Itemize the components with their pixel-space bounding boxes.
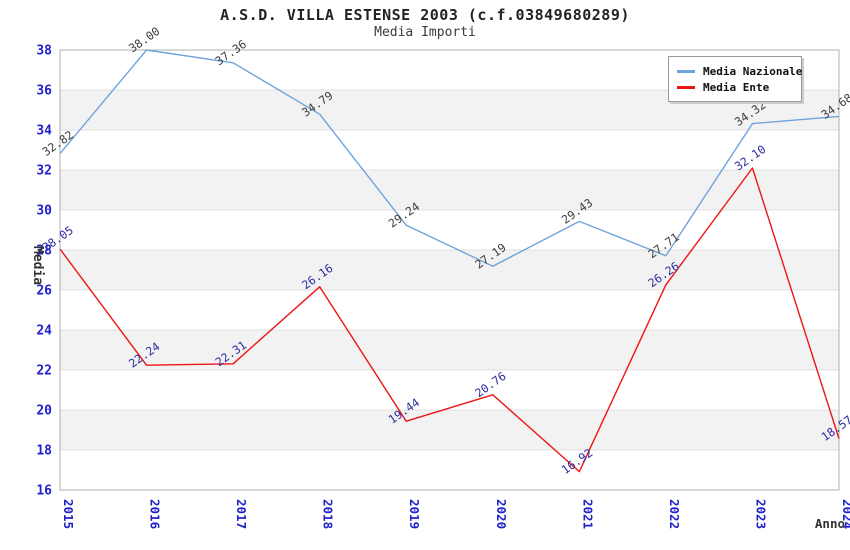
legend-entry[interactable]: Media Nazionale [677,63,802,79]
x-tick-label: 2020 [494,499,509,529]
x-tick-label: 2022 [667,499,682,529]
y-tick-label: 20 [36,404,52,419]
y-tick-label: 36 [36,84,52,99]
legend-entry[interactable]: Media Ente [677,79,793,95]
legend-label: Media Nazionale [703,64,803,78]
legend-label: Media Ente [703,80,770,94]
grid-band [60,170,839,210]
series-line-ente[interactable] [59,167,840,473]
y-tick-label: 32 [36,164,52,179]
value-label: 38.00 [126,24,162,55]
y-tick-label: 30 [36,204,52,219]
value-label: 37.36 [213,37,249,68]
x-tick-label: 2015 [61,499,76,529]
y-tick-label: 28 [36,244,52,259]
grid-band [60,330,839,370]
x-tick-label: 2016 [148,499,163,529]
y-tick-label: 38 [36,44,52,59]
x-tick-label: 2024 [840,499,850,529]
x-tick-label: 2023 [753,499,768,529]
grid-band [60,250,839,290]
plot-border [59,49,840,491]
chart-legend: Media Nazionale Media Ente [668,56,802,102]
series-line-nazionale[interactable] [59,49,840,267]
legend-line-swatch-icon [677,69,695,73]
grid-band [60,410,839,450]
x-tick-label: 2021 [580,499,595,529]
chart-subtitle: Media Importi [374,25,476,40]
y-tick-label: 34 [36,124,52,139]
x-axis-label: Anno [815,516,845,531]
y-tick-label: 22 [36,364,52,379]
chart-title: A.S.D. VILLA ESTENSE 2003 (c.f.038496802… [220,6,630,24]
y-tick-label: 18 [36,444,52,459]
y-tick-label: 26 [36,284,52,299]
y-axis-label: Media [30,246,45,285]
x-tick-label: 2018 [321,499,336,529]
y-tick-label: 24 [36,324,52,339]
x-tick-label: 2019 [407,499,422,529]
x-tick-label: 2017 [234,499,249,529]
legend-line-swatch-icon [677,85,695,89]
y-tick-label: 16 [36,484,52,499]
